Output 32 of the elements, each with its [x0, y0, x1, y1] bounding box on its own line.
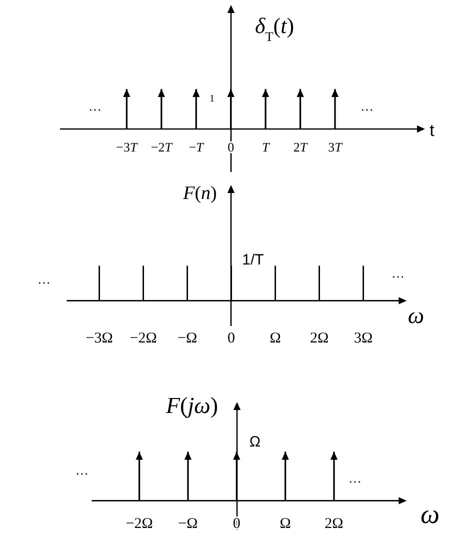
text: Ω — [249, 434, 261, 450]
text: … — [38, 272, 50, 286]
x-tick-label: Ω — [270, 330, 281, 347]
text: … — [360, 98, 374, 114]
x-tick-label: −2Ω — [126, 516, 153, 532]
x-axis-title: ω — [408, 302, 424, 328]
text: … — [76, 462, 88, 478]
x-tick-label: −T — [188, 140, 204, 154]
x-axis-title: t — [430, 120, 435, 140]
annotation: 1/T — [242, 252, 264, 268]
x-tick-label: T — [262, 140, 270, 154]
x-tick-label: 3Ω — [354, 330, 373, 347]
x-tick-label: 0 — [228, 330, 236, 347]
y-axis-title: F(jω) — [164, 393, 218, 418]
x-tick-label: −Ω — [178, 516, 198, 532]
x-tick-label: 2T — [293, 140, 308, 154]
annotation: 1 — [210, 94, 214, 104]
text: … — [88, 98, 102, 114]
x-tick-label: −3Ω — [86, 330, 113, 347]
x-tick-label: 2Ω — [324, 516, 344, 532]
annotation: … — [348, 470, 362, 486]
y-axis-title: δ$_{T}$(t) — [255, 13, 294, 44]
x-tick-label: Ω — [280, 516, 291, 532]
x-tick-label: −3T — [116, 140, 138, 154]
x-tick-label: −Ω — [177, 330, 198, 347]
x-tick-label: −2T — [150, 140, 173, 154]
x-tick-label: 2Ω — [310, 330, 329, 347]
x-tick-label: −2Ω — [130, 330, 157, 347]
x-tick-label: 3T — [328, 140, 343, 154]
y-axis-title: F(n) — [182, 183, 217, 204]
annotation: … — [392, 266, 404, 280]
x-axis-title: ω — [420, 499, 440, 529]
